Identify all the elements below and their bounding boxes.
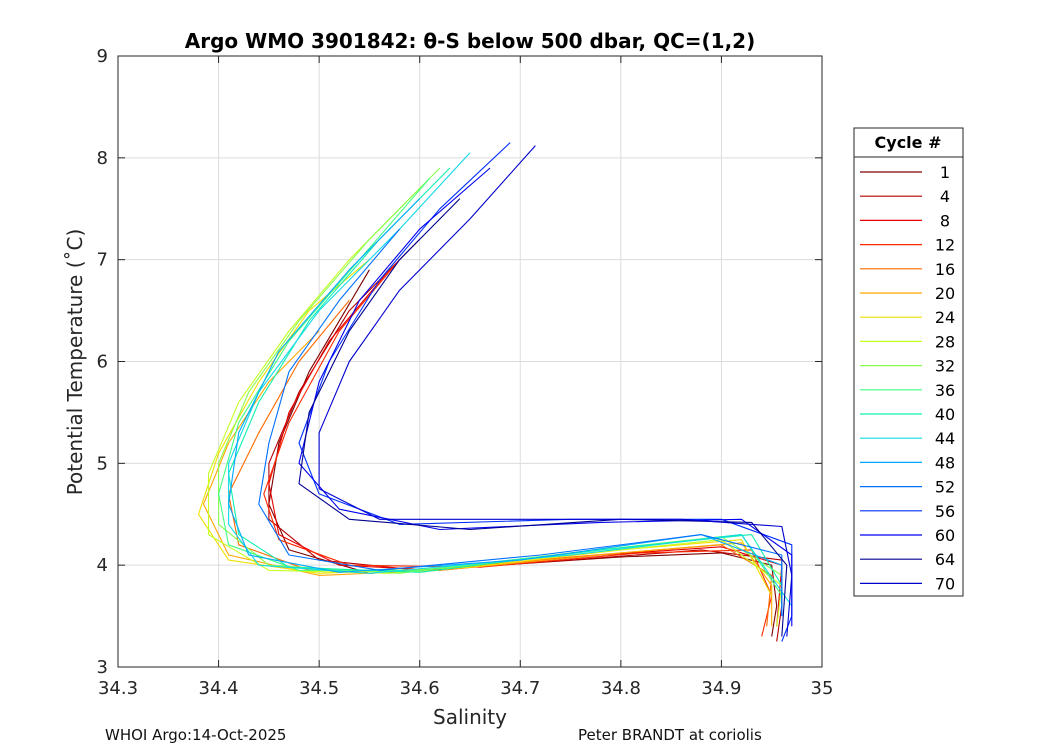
x-tick-label: 34.6 xyxy=(400,678,440,699)
x-tick-label: 34.3 xyxy=(98,678,138,699)
legend-label: 24 xyxy=(935,308,955,327)
legend-label: 32 xyxy=(935,357,955,376)
y-tick-label: 7 xyxy=(97,250,108,271)
series-line xyxy=(298,198,788,637)
series-line xyxy=(258,228,783,617)
legend-label: 36 xyxy=(935,381,955,400)
y-tick-label: 5 xyxy=(97,453,108,474)
legend-label: 44 xyxy=(935,429,955,448)
legend-label: 1 xyxy=(940,163,950,182)
series-line xyxy=(218,167,783,576)
x-axis-label: Salinity xyxy=(433,705,507,729)
legend-label: 52 xyxy=(935,478,955,497)
x-tick-label: 34.5 xyxy=(299,678,339,699)
x-tick-label: 34.4 xyxy=(199,678,239,699)
legend-label: 70 xyxy=(935,574,955,593)
legend-title: Cycle # xyxy=(875,133,942,152)
legend: Cycle # 14812162024283236404448525660647… xyxy=(853,127,964,597)
legend-label: 4 xyxy=(940,187,950,206)
legend-box xyxy=(853,127,964,597)
footer-author: Peter BRANDT at coriolis xyxy=(578,726,762,744)
y-tick-label: 9 xyxy=(97,46,108,67)
legend-label: 64 xyxy=(935,550,955,569)
footer-source: WHOI Argo:14-Oct-2025 xyxy=(105,726,287,744)
series-line xyxy=(228,167,783,586)
series-line xyxy=(268,238,783,642)
legend-label: 8 xyxy=(940,211,950,230)
series-line xyxy=(228,152,793,607)
y-tick-label: 4 xyxy=(97,555,108,576)
x-tick-label: 34.9 xyxy=(701,678,741,699)
legend-label: 16 xyxy=(935,260,955,279)
y-tick-label: 3 xyxy=(97,657,108,678)
chart-title: Argo WMO 3901842: θ-S below 500 dbar, QC… xyxy=(185,29,755,53)
legend-label: 20 xyxy=(935,284,955,303)
legend-label: 12 xyxy=(935,236,955,255)
y-axis: 3 4 5 6 7 8 9 xyxy=(97,46,822,678)
x-tick-label: 34.7 xyxy=(500,678,540,699)
grid-lines xyxy=(117,55,823,668)
series-line xyxy=(202,330,773,627)
legend-label: 40 xyxy=(935,405,955,424)
data-series xyxy=(197,142,793,642)
x-axis: 34.3 34.4 34.5 34.6 34.7 34.8 34.9 35 xyxy=(98,56,833,699)
series-line xyxy=(318,145,793,637)
legend-label: 60 xyxy=(935,526,955,545)
x-tick-label: 35 xyxy=(811,678,834,699)
series-line xyxy=(268,269,783,627)
y-axis-label: Potential Temperature (˚C) xyxy=(63,229,87,496)
y-tick-label: 8 xyxy=(97,148,108,169)
x-tick-label: 34.8 xyxy=(601,678,641,699)
series-line xyxy=(263,259,773,637)
y-tick-label: 6 xyxy=(97,352,108,373)
legend-label: 56 xyxy=(935,502,955,521)
legend-label: 28 xyxy=(935,332,955,351)
legend-label: 48 xyxy=(935,453,955,472)
series-line xyxy=(228,198,783,617)
series-line xyxy=(207,188,783,627)
